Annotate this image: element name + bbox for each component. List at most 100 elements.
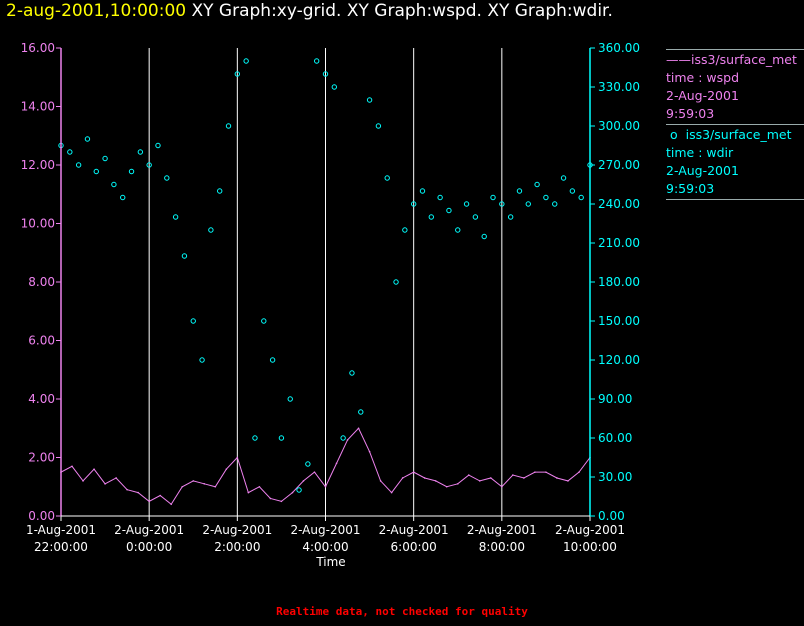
wdir-point	[84, 136, 91, 142]
x-tick-time: 8:00:00	[479, 540, 525, 554]
x-tick-date: 2-Aug-2001	[379, 523, 449, 537]
wspd-point	[71, 465, 73, 468]
x-tick-date: 1-Aug-2001	[26, 523, 96, 537]
wdir-point	[331, 84, 338, 90]
wdir-point	[243, 58, 249, 64]
wdir-point	[419, 188, 426, 194]
y-right-tick-label: 90.00	[598, 392, 632, 406]
wdir-point	[560, 175, 567, 181]
title-graphs: XY Graph:xy-grid. XY Graph:wspd. XY Grap…	[191, 1, 613, 21]
wspd-point	[512, 474, 514, 476]
wspd-point	[423, 477, 426, 479]
wspd-point	[181, 485, 184, 488]
wdir-point	[455, 227, 461, 233]
y-left-tick-label: 6.00	[28, 334, 55, 348]
wspd-point	[357, 427, 360, 430]
wdir-point	[393, 279, 399, 285]
legend-entry-wspd: ——iss3/surface_met time : wspd 2-Aug-200…	[666, 51, 804, 123]
y-right-tick-label: 0.00	[598, 509, 625, 523]
wdir-point	[552, 201, 558, 207]
wdir-point	[410, 201, 417, 207]
y-right-tick-label: 360.00	[598, 41, 640, 55]
y-right-tick-label: 210.00	[598, 236, 640, 250]
wspd-point	[192, 480, 195, 482]
wspd-point	[225, 468, 228, 471]
wspd-point	[324, 485, 327, 488]
wspd-point	[115, 477, 117, 479]
y-left-tick-label: 16.00	[21, 41, 55, 55]
wdir-point	[296, 487, 302, 493]
x-tick-time: 4:00:00	[302, 540, 348, 554]
wspd-point	[302, 480, 305, 482]
wdir-point	[102, 155, 108, 162]
wdir-point	[569, 188, 576, 194]
series-layer	[58, 58, 593, 506]
wspd-point	[291, 491, 294, 494]
x-tick-time: 0:00:00	[126, 540, 172, 554]
wdir-point	[340, 435, 346, 441]
legend-divider	[666, 49, 804, 50]
x-axis-label: Time	[315, 555, 345, 569]
wdir-point	[278, 435, 285, 441]
legend-divider	[666, 199, 804, 200]
wdir-point	[305, 461, 311, 467]
y-left-tick-label: 10.00	[21, 217, 55, 231]
wdir-point	[578, 194, 584, 201]
wdir-point	[120, 194, 126, 201]
x-tick-time: 2:00:00	[214, 540, 260, 554]
wdir-point	[463, 201, 470, 207]
wspd-point	[170, 503, 173, 506]
wspd-point	[159, 494, 161, 497]
wdir-point	[146, 162, 152, 168]
y-left-tick-label: 12.00	[21, 158, 55, 172]
wdir-point	[137, 149, 144, 155]
y-left-tick-label: 2.00	[28, 451, 55, 465]
wspd-point	[126, 488, 128, 491]
x-tick-date: 2-Aug-2001	[114, 523, 184, 537]
wspd-point	[258, 485, 261, 488]
wdir-point	[181, 253, 188, 259]
grid-layer	[148, 48, 503, 516]
wdir-point	[507, 214, 514, 220]
y-right-tick-label: 60.00	[598, 431, 632, 445]
wdir-point	[252, 435, 258, 441]
wdir-point	[208, 227, 214, 233]
wdir-point	[313, 58, 320, 64]
wdir-point	[190, 318, 196, 324]
wdir-point	[516, 188, 523, 194]
y-left-tick-label: 4.00	[28, 392, 55, 406]
wspd-point	[203, 483, 206, 485]
wdir-point	[437, 194, 443, 201]
wspd-point	[490, 477, 492, 479]
wspd-point	[104, 483, 106, 485]
wdir-point	[67, 149, 73, 155]
wdir-point	[111, 181, 117, 188]
wspd-point	[313, 471, 316, 473]
legend-date: 2-Aug-2001	[666, 163, 739, 178]
wspd-point	[434, 480, 437, 482]
wdir-point	[402, 227, 408, 233]
x-tick-date: 2-Aug-2001	[290, 523, 360, 537]
wspd-point	[247, 491, 250, 494]
legend-var: time : wdir	[666, 145, 734, 160]
wdir-point	[534, 181, 540, 188]
wspd-point	[478, 480, 481, 482]
x-tick-time: 22:00:00	[34, 540, 88, 554]
legend-circle-marker: o	[669, 127, 678, 142]
y-right-tick-label: 330.00	[598, 80, 640, 94]
wdir-point	[322, 71, 329, 77]
wdir-point	[349, 370, 355, 376]
wdir-point	[490, 194, 496, 201]
y-right-tick-label: 180.00	[598, 275, 640, 289]
wspd-point	[214, 485, 217, 488]
y-right-tick-label: 150.00	[598, 314, 640, 328]
wdir-point	[172, 214, 179, 220]
wspd-point	[578, 471, 580, 473]
wdir-point	[446, 207, 452, 214]
wspd-point	[456, 483, 459, 485]
wspd-point	[82, 480, 84, 482]
wdir-point	[543, 194, 549, 201]
wspd-point	[93, 468, 95, 471]
wspd-point	[467, 474, 470, 476]
wdir-point	[155, 142, 161, 149]
